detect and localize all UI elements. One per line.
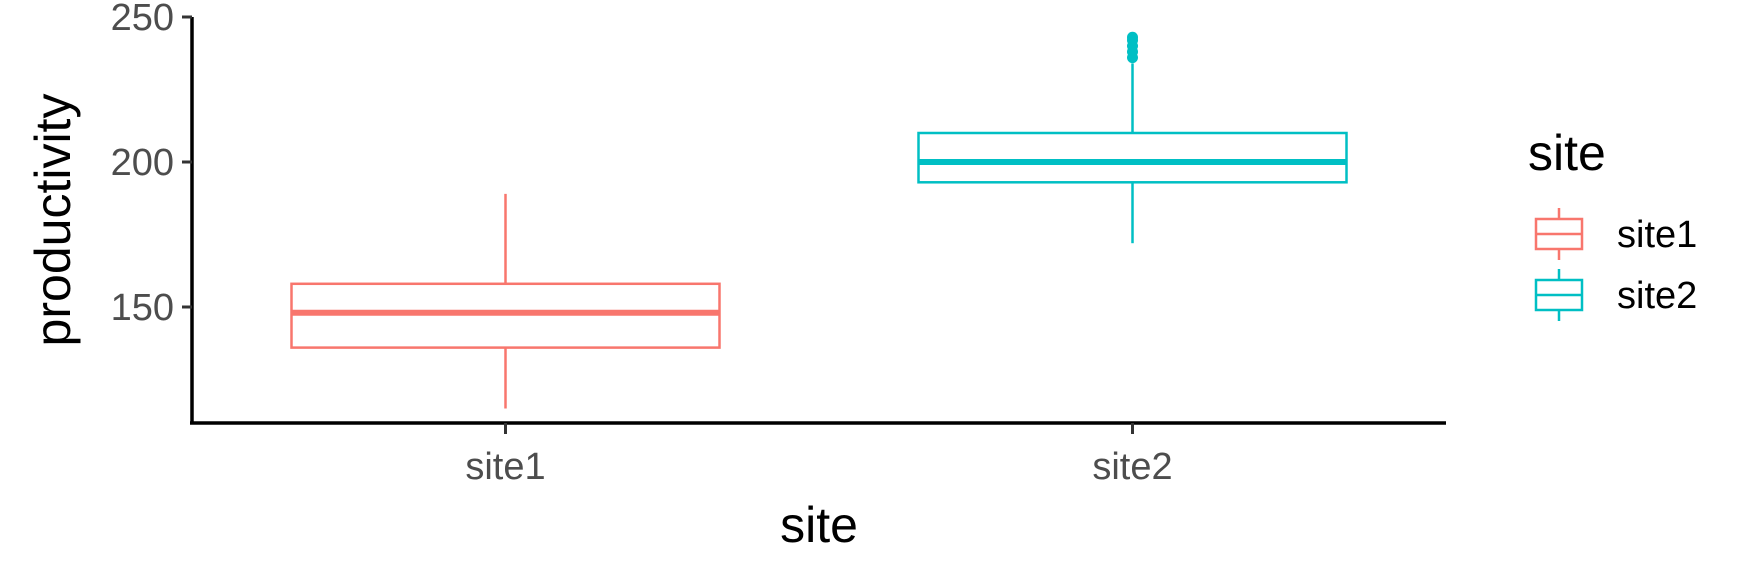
y-tick-label: 200 bbox=[111, 142, 174, 184]
x-tick-label: site2 bbox=[1092, 446, 1172, 488]
box-site2 bbox=[917, 31, 1348, 244]
outlier-point bbox=[1127, 31, 1138, 43]
legend: site site1 site2 bbox=[1528, 125, 1697, 321]
box-site1 bbox=[290, 193, 721, 409]
legend-label: site2 bbox=[1617, 275, 1697, 317]
axes: 150 200 250 site1 site2 bbox=[111, 0, 1446, 488]
y-axis-title: productivity bbox=[25, 94, 81, 347]
iqr-box bbox=[917, 131, 1348, 184]
legend-label: site1 bbox=[1617, 214, 1697, 256]
legend-entry-site1: site1 bbox=[1534, 208, 1697, 260]
plot-area bbox=[290, 31, 1348, 409]
y-tick-label: 150 bbox=[111, 287, 174, 329]
x-axis-title: site bbox=[780, 497, 858, 553]
legend-entry-site2: site2 bbox=[1534, 269, 1697, 321]
x-tick-label: site1 bbox=[465, 446, 545, 488]
y-tick-label: 250 bbox=[111, 0, 174, 39]
legend-title: site bbox=[1528, 125, 1606, 181]
